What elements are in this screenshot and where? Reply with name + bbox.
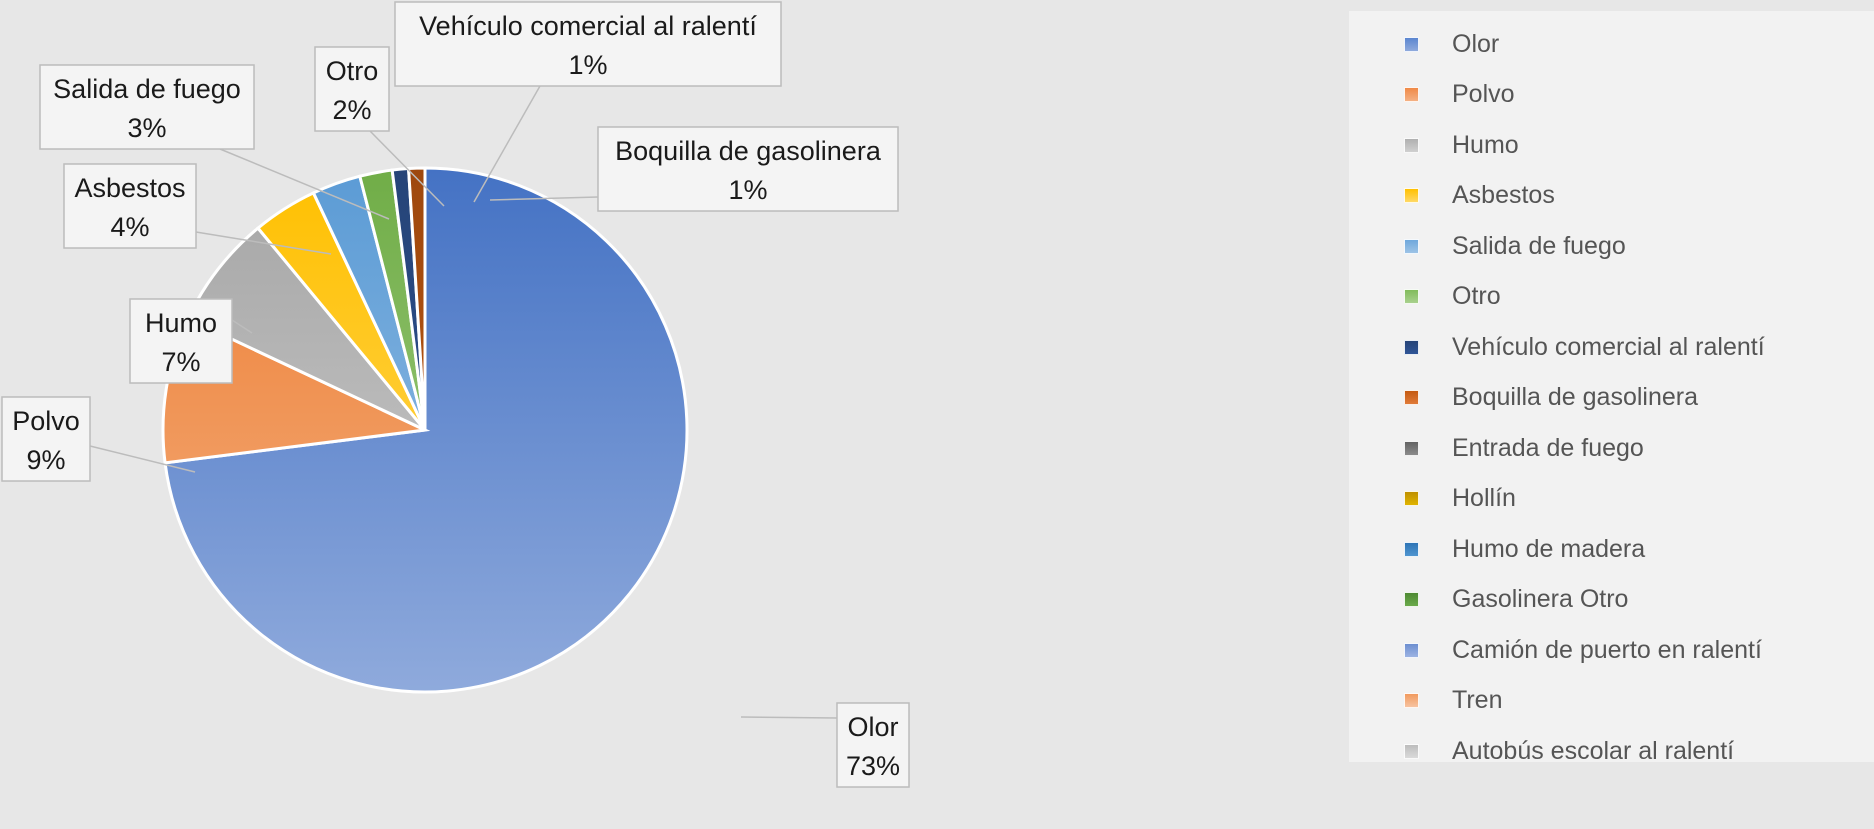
legend-label-polvo: Polvo [1452, 80, 1515, 109]
data-label-name-otro: Otro [326, 56, 379, 86]
legend-swatch-boquilla-de-gasolinera [1404, 390, 1419, 406]
legend: Olor Polvo Humo Asbestos Salida de fuego Otro… [1349, 11, 1874, 765]
legend-swatch-hollin [1404, 491, 1419, 507]
legend-item-otro: Otro [1349, 272, 1874, 323]
legend-label-olor: Olor [1452, 29, 1500, 58]
legend-label-vehiculo-comercial-al-ralenti: Vehículo comercial al ralentí [1452, 332, 1765, 361]
legend-swatch-gasolinera-otro [1404, 592, 1419, 608]
leader-line-humo [231, 319, 253, 334]
legend-label-humo: Humo [1452, 130, 1519, 159]
data-label-name-olor: Olor [847, 712, 898, 742]
data-labels: Olor 73% Polvo 9% Humo 7% Asbestos 4% Salida de … [1, 1, 910, 788]
legend-swatch-polvo [1404, 87, 1419, 103]
data-label-value-otro: 2% [332, 95, 371, 125]
legend-item-autobus-escolar-al-ralenti: Autobús escolar al ralentí [1349, 726, 1874, 777]
leader-line-asbestos [195, 231, 332, 255]
legend-label-camion-de-puerto-en-ralenti: Camión de puerto en ralentí [1452, 635, 1762, 664]
data-label-box-boquilla-de-gasolinera [597, 126, 899, 212]
data-label-value-vehiculo-comercial-al-ralenti: 1% [568, 50, 607, 80]
legend-swatch-tren [1404, 693, 1419, 709]
legend-swatch-asbestos [1404, 188, 1419, 204]
legend-swatch-salida-de-fuego [1404, 238, 1419, 254]
legend-label-asbestos: Asbestos [1452, 181, 1555, 210]
legend-item-tren: Tren [1349, 676, 1874, 727]
legend-item-asbestos: Asbestos [1349, 171, 1874, 222]
legend-label-gasolinera-otro: Gasolinera Otro [1452, 585, 1629, 614]
legend-item-boquilla-de-gasolinera: Boquilla de gasolinera [1349, 373, 1874, 424]
legend-label-humo-de-madera: Humo de madera [1452, 534, 1646, 563]
leader-line-olor [740, 716, 838, 719]
data-label-value-salida-de-fuego: 3% [127, 113, 166, 143]
legend-item-polvo: Polvo [1349, 70, 1874, 121]
data-label-box-vehiculo-comercial-al-ralenti [394, 1, 782, 87]
data-label-box-polvo [1, 396, 91, 482]
legend-label-salida-de-fuego: Salida de fuego [1452, 231, 1626, 260]
legend-item-vehiculo-comercial-al-ralenti: Vehículo comercial al ralentí [1349, 322, 1874, 373]
leader-line-polvo [89, 445, 196, 473]
legend-item-humo-de-madera: Humo de madera [1349, 524, 1874, 575]
data-label-value-asbestos: 4% [110, 212, 149, 242]
legend-label-boquilla-de-gasolinera: Boquilla de gasolinera [1452, 383, 1699, 412]
data-label-name-vehiculo-comercial-al-ralenti: Vehículo comercial al ralentí [419, 11, 757, 41]
legend-label-tren: Tren [1452, 686, 1503, 715]
data-label-box-humo [129, 298, 233, 384]
legend-swatch-otro [1404, 289, 1419, 305]
legend-swatch-autobus-escolar-al-ralenti [1404, 743, 1419, 759]
data-label-box-olor [836, 702, 910, 788]
data-label-value-humo: 7% [161, 347, 200, 377]
legend-item-camion-de-puerto-en-ralenti: Camión de puerto en ralentí [1349, 625, 1874, 676]
data-label-name-humo: Humo [145, 308, 217, 338]
data-label-value-boquilla-de-gasolinera: 1% [728, 175, 767, 205]
legend-item-olor: Olor [1349, 19, 1874, 70]
legend-swatch-olor [1404, 36, 1419, 52]
legend-swatch-humo-de-madera [1404, 541, 1419, 557]
legend-label-autobus-escolar-al-ralenti: Autobús escolar al ralentí [1452, 736, 1735, 765]
data-label-name-polvo: Polvo [12, 406, 80, 436]
legend-swatch-vehiculo-comercial-al-ralenti [1404, 339, 1419, 355]
legend-item-gasolinera-otro: Gasolinera Otro [1349, 575, 1874, 626]
leader-line-boquilla-de-gasolinera [489, 196, 599, 201]
data-label-name-boquilla-de-gasolinera: Boquilla de gasolinera [615, 136, 882, 166]
leader-line-otro [369, 130, 445, 207]
legend-swatch-camion-de-puerto-en-ralenti [1404, 642, 1419, 658]
legend-item-salida-de-fuego: Salida de fuego [1349, 221, 1874, 272]
legend-label-entrada-de-fuego: Entrada de fuego [1452, 433, 1644, 462]
leader-line-salida-de-fuego [219, 148, 390, 220]
pie-slices [161, 166, 689, 694]
data-label-name-asbestos: Asbestos [74, 173, 185, 203]
data-label-value-olor: 73% [846, 751, 900, 781]
data-label-box-salida-de-fuego [39, 64, 255, 150]
legend-label-hollin: Hollín [1452, 484, 1516, 513]
legend-item-humo: Humo [1349, 120, 1874, 171]
data-label-name-salida-de-fuego: Salida de fuego [53, 74, 241, 104]
data-label-box-otro [314, 46, 390, 132]
data-label-box-asbestos [63, 163, 197, 249]
legend-swatch-humo [1404, 137, 1419, 153]
legend-item-entrada-de-fuego: Entrada de fuego [1349, 423, 1874, 474]
legend-swatch-entrada-de-fuego [1404, 440, 1419, 456]
leader-line-vehiculo-comercial-al-ralenti [473, 85, 541, 203]
legend-item-hollin: Hollín [1349, 474, 1874, 525]
legend-label-otro: Otro [1452, 282, 1501, 311]
pie-slice-boquilla-de-gasolinera [406, 166, 427, 431]
data-label-value-polvo: 9% [26, 445, 65, 475]
